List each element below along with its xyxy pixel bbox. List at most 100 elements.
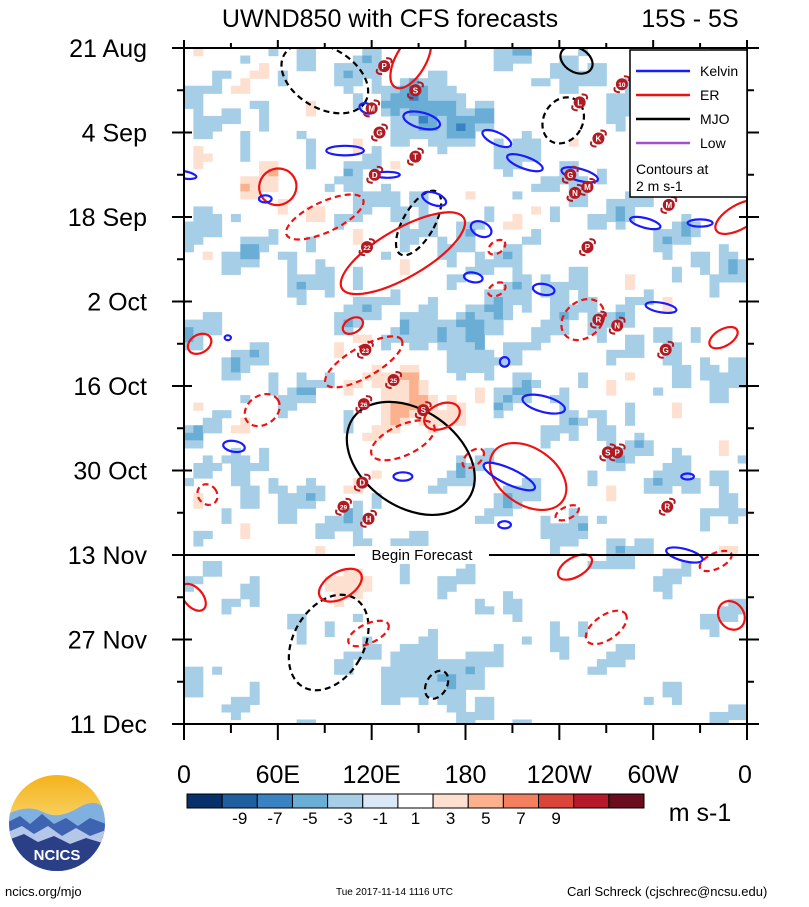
heat-cell	[503, 598, 514, 607]
heat-cell	[240, 425, 251, 434]
heat-cell	[371, 493, 382, 502]
heat-cell	[371, 432, 382, 441]
heat-cell	[343, 417, 354, 426]
heat-cell	[456, 704, 467, 713]
heat-cell	[512, 266, 523, 275]
heat-cell	[399, 259, 410, 268]
heat-cell	[202, 229, 213, 238]
heat-cell	[662, 681, 673, 690]
heat-cell	[625, 342, 635, 351]
heat-cell	[193, 470, 204, 479]
y-tick-label: 30 Oct	[73, 458, 147, 486]
heat-cell	[465, 123, 476, 132]
heat-cell	[230, 470, 241, 479]
heat-cell	[259, 342, 270, 351]
heat-cell	[615, 561, 626, 570]
heat-cell	[343, 327, 354, 336]
heat-cell	[287, 515, 298, 524]
heat-cell	[305, 493, 316, 502]
heat-cell	[625, 312, 635, 321]
heat-cell	[390, 334, 401, 343]
heat-cell	[578, 281, 589, 291]
heat-cell	[531, 236, 542, 245]
y-tick-label: 4 Sep	[82, 120, 147, 148]
heat-cell	[221, 372, 232, 381]
heat-cell	[259, 244, 270, 253]
colorbar-swatch	[397, 793, 434, 809]
heat-cell	[427, 395, 438, 404]
heat-cell	[390, 538, 401, 547]
heat-cell	[465, 108, 476, 117]
footer-site[interactable]: ncics.org/mjo	[5, 884, 82, 899]
heat-cell	[212, 78, 223, 87]
heat-cell	[559, 327, 570, 336]
heat-cell	[456, 123, 467, 132]
heat-cell	[324, 583, 335, 592]
heat-cell	[418, 395, 429, 404]
heat-cell	[606, 206, 617, 215]
heat-cell	[352, 312, 363, 321]
heat-cell	[465, 666, 476, 675]
heat-cell	[184, 425, 194, 434]
heat-cell	[634, 296, 645, 306]
heat-cell	[700, 251, 711, 260]
heat-cell	[371, 48, 382, 57]
heat-cell	[418, 229, 429, 238]
heat-cell	[671, 342, 682, 351]
heat-cell	[324, 379, 335, 389]
heat-cell	[240, 485, 251, 494]
heat-cell	[474, 123, 485, 132]
heat-cell	[296, 379, 307, 389]
heat-cell	[578, 266, 589, 275]
heat-cell	[296, 274, 307, 283]
heat-cell	[493, 402, 504, 411]
heat-cell	[456, 689, 467, 698]
heat-cell	[296, 281, 307, 291]
heat-cell	[512, 598, 523, 607]
colorbar-label: -5	[302, 809, 317, 828]
heat-cell	[540, 176, 551, 185]
heat-cell	[568, 85, 579, 94]
heat-cell	[418, 636, 429, 645]
heat-cell	[503, 402, 514, 411]
heat-cell	[193, 432, 204, 441]
heat-cell	[362, 191, 373, 200]
heat-cell	[521, 289, 532, 298]
heat-cell	[456, 364, 467, 374]
heat-cell	[362, 576, 373, 585]
heat-cell	[193, 327, 204, 336]
x-tick-label: 180	[445, 761, 487, 789]
y-tick-label: 11 Dec	[70, 711, 147, 739]
heat-cell	[709, 289, 720, 298]
heat-cell	[606, 349, 617, 358]
heat-cell	[362, 334, 373, 343]
heat-cell	[437, 681, 448, 690]
heat-cell	[315, 259, 326, 268]
heat-cell	[681, 221, 692, 230]
heat-cell	[625, 553, 635, 562]
heat-cell	[334, 319, 345, 328]
kelvin-contour	[680, 472, 695, 481]
heat-cell	[296, 387, 307, 396]
heat-cell	[230, 462, 241, 472]
heat-cell	[587, 561, 598, 570]
heat-cell	[456, 221, 467, 230]
heat-cell	[437, 485, 448, 494]
heat-cell	[315, 206, 326, 215]
heat-cell	[446, 576, 457, 585]
heat-cell	[399, 319, 410, 328]
heat-cell	[512, 395, 523, 404]
heat-cell	[549, 636, 560, 645]
heat-cell	[212, 561, 223, 570]
heat-cell	[334, 213, 345, 223]
heat-cell	[343, 304, 354, 313]
heat-cell	[427, 304, 438, 313]
heat-cell	[184, 689, 194, 698]
heat-cell	[184, 432, 194, 441]
heat-cell	[334, 583, 345, 592]
heat-cell	[202, 251, 213, 260]
heat-cell	[352, 651, 363, 660]
heat-cell	[718, 485, 729, 494]
heat-cell	[559, 176, 570, 185]
heat-cell	[493, 251, 504, 260]
